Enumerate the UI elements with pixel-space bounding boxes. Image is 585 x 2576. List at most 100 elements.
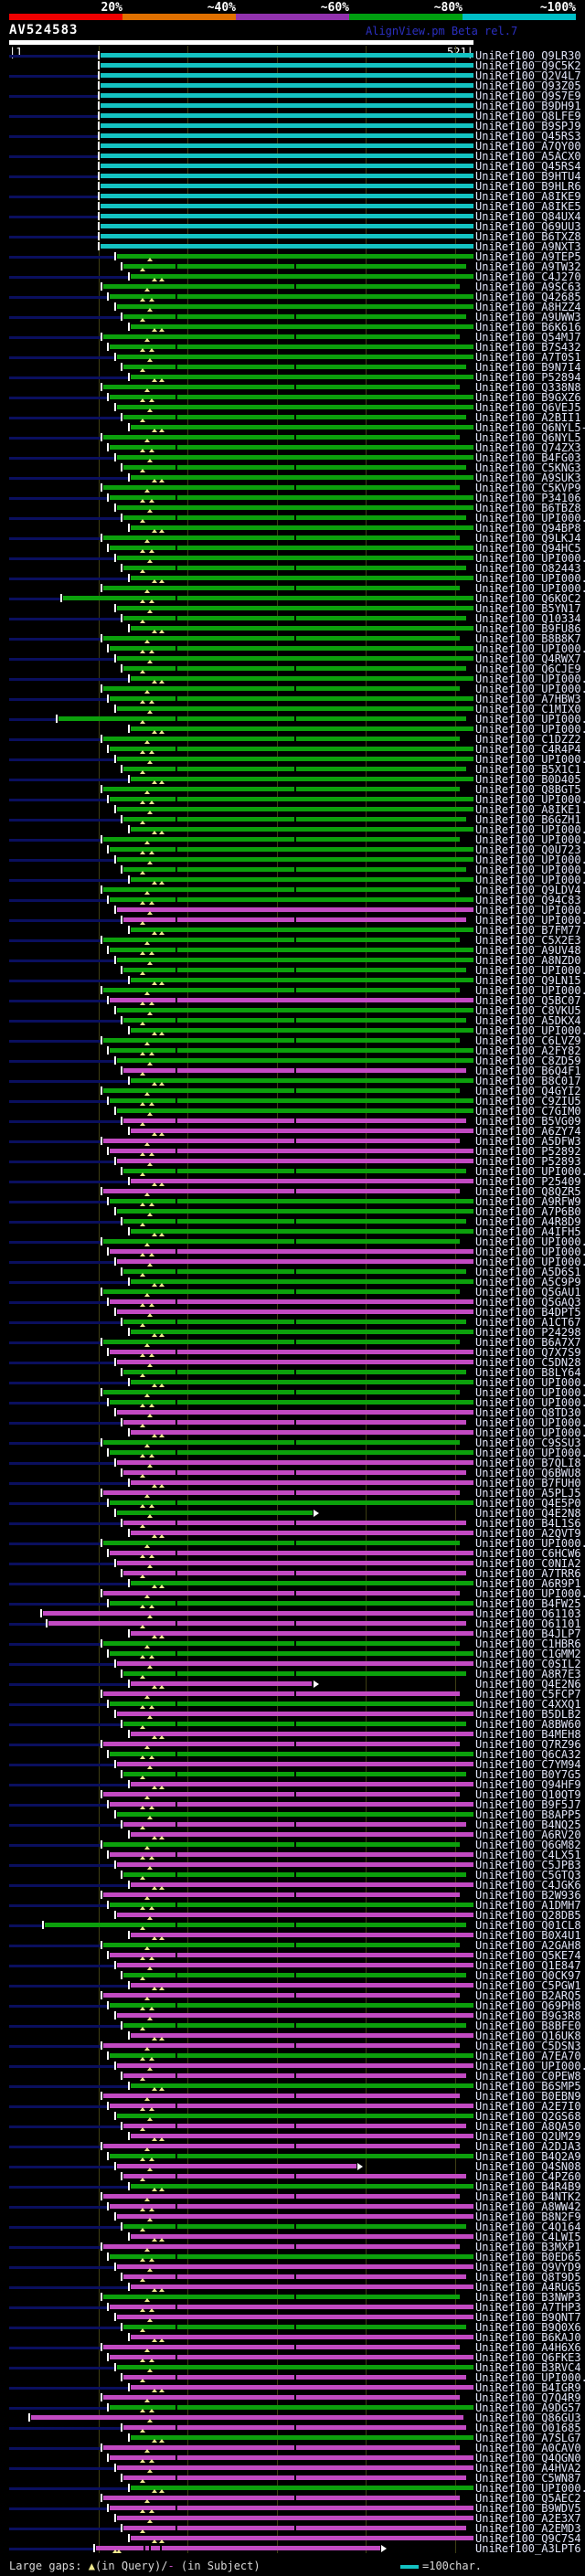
subject-label[interactable]: UniRef100_B9G3R8 xyxy=(475,2009,581,2022)
alignment-bar[interactable] xyxy=(117,1762,473,1766)
subject-label[interactable]: UniRef100_Q6FKE3 xyxy=(475,2351,581,2364)
alignment-bar[interactable] xyxy=(103,385,461,389)
alignment-bar[interactable] xyxy=(117,1309,473,1314)
subject-label[interactable]: UniRef100_Q5KE74 xyxy=(475,1949,581,1962)
alignment-bar[interactable] xyxy=(117,2063,473,2068)
alignment-bar[interactable] xyxy=(117,907,473,912)
subject-label[interactable]: UniRef100_B7S432 xyxy=(475,341,581,354)
subject-label[interactable]: UniRef100_Q9LKJ4 xyxy=(475,532,581,545)
subject-label[interactable]: UniRef100_B3NWP3 xyxy=(475,2291,581,2304)
subject-label[interactable]: UniRef100_B5X1C1 xyxy=(475,763,581,776)
alignment-bar[interactable] xyxy=(117,2114,473,2118)
subject-label[interactable]: UniRef100_A8BW60 xyxy=(475,1718,581,1731)
subject-label[interactable]: UniRef100_Q01CL8 xyxy=(475,1919,581,1932)
subject-label[interactable]: UniRef100_UPI000.. xyxy=(475,864,585,876)
subject-label[interactable]: UniRef100_B6K616 xyxy=(475,321,581,334)
subject-label[interactable]: UniRef100_UPI000.. xyxy=(475,552,585,565)
subject-label[interactable]: UniRef100_C5KNG3 xyxy=(475,461,581,474)
alignment-bar[interactable] xyxy=(101,83,473,88)
alignment-bar[interactable] xyxy=(117,2315,473,2319)
subject-label[interactable]: UniRef100_A5D6S1 xyxy=(475,1266,581,1278)
subject-label[interactable]: UniRef100_B9HTU4 xyxy=(475,170,581,183)
subject-label[interactable]: UniRef100_B4Q2A9 xyxy=(475,2150,581,2163)
alignment-bar[interactable] xyxy=(110,948,473,952)
alignment-bar[interactable] xyxy=(130,1078,473,1083)
alignment-bar[interactable] xyxy=(101,214,473,218)
subject-label[interactable]: UniRef100_Q74ZX3 xyxy=(475,441,581,454)
subject-label[interactable]: UniRef100_A4IFH5 xyxy=(475,1225,581,1238)
alignment-bar[interactable] xyxy=(117,2465,473,2470)
alignment-bar[interactable] xyxy=(122,1521,467,1525)
alignment-bar[interactable] xyxy=(101,73,473,78)
subject-label[interactable]: UniRef100_B0X4U1 xyxy=(475,1929,581,1942)
alignment-bar[interactable] xyxy=(130,525,473,530)
subject-label[interactable]: UniRef100_C5DSN3 xyxy=(475,2040,581,2052)
subject-label[interactable]: UniRef100_C4R4P4 xyxy=(475,743,581,756)
alignment-bar[interactable] xyxy=(110,2305,473,2309)
subject-label[interactable]: UniRef100_A9UV48 xyxy=(475,944,581,957)
subject-label[interactable]: UniRef100_A5ACX0 xyxy=(475,150,581,163)
subject-label[interactable]: UniRef100_B9WDV5 xyxy=(475,2502,581,2515)
alignment-bar[interactable] xyxy=(101,154,473,158)
subject-label[interactable]: UniRef100_Q94C83 xyxy=(475,894,581,906)
alignment-bar[interactable] xyxy=(103,1742,461,1746)
alignment-bar[interactable] xyxy=(103,334,461,339)
alignment-bar[interactable] xyxy=(122,1320,467,1324)
alignment-bar[interactable] xyxy=(110,747,473,751)
alignment-bar[interactable] xyxy=(130,1882,473,1887)
subject-label[interactable]: UniRef100_UPI000.. xyxy=(475,793,585,806)
alignment-bar[interactable] xyxy=(122,1068,467,1073)
alignment-bar[interactable] xyxy=(130,1631,473,1636)
subject-label[interactable]: UniRef100_UPI000.. xyxy=(475,1256,585,1268)
subject-label[interactable]: UniRef100_B6KAJ0 xyxy=(475,2331,581,2344)
alignment-bar[interactable] xyxy=(103,1591,461,1595)
alignment-bar[interactable] xyxy=(122,917,467,922)
alignment-bar[interactable] xyxy=(117,304,473,309)
subject-label[interactable]: UniRef100_Q6VEJ5 xyxy=(475,401,581,414)
subject-label[interactable]: UniRef100_UPI000.. xyxy=(475,2482,585,2495)
alignment-bar[interactable] xyxy=(117,606,473,610)
alignment-bar[interactable] xyxy=(117,1259,473,1264)
alignment-bar[interactable] xyxy=(122,2475,467,2480)
subject-label[interactable]: UniRef100_Q7X7S9 xyxy=(475,1346,581,1359)
subject-label[interactable]: UniRef100_A5C9P9 xyxy=(475,1276,581,1288)
subject-label[interactable]: UniRef100_B7FM77 xyxy=(475,924,581,937)
subject-label[interactable]: UniRef100_UPI000.. xyxy=(475,2371,585,2384)
subject-label[interactable]: UniRef100_C5KVP9 xyxy=(475,482,581,494)
subject-label[interactable]: UniRef100_Q8BGT5 xyxy=(475,783,581,796)
alignment-bar[interactable] xyxy=(110,1450,473,1455)
subject-label[interactable]: UniRef100_C5DN28 xyxy=(475,1356,581,1369)
alignment-bar[interactable] xyxy=(103,737,461,741)
alignment-bar[interactable] xyxy=(117,505,473,510)
subject-label[interactable]: UniRef100_A9UWW3 xyxy=(475,311,581,323)
alignment-bar[interactable] xyxy=(122,515,467,520)
alignment-bar[interactable] xyxy=(110,1098,473,1103)
alignment-bar[interactable] xyxy=(117,455,473,460)
subject-label[interactable]: UniRef100_B4NTK2 xyxy=(475,2190,581,2203)
subject-label[interactable]: UniRef100_A9SUK3 xyxy=(475,472,581,484)
alignment-bar[interactable] xyxy=(130,274,473,279)
subject-label[interactable]: UniRef100_A6RV20 xyxy=(475,1829,581,1841)
alignment-bar[interactable] xyxy=(103,1289,461,1294)
alignment-bar[interactable] xyxy=(101,123,473,128)
subject-label[interactable]: UniRef100_UPI000.. xyxy=(475,874,585,886)
alignment-bar[interactable] xyxy=(110,1651,473,1656)
subject-label[interactable]: UniRef100_A2FY82 xyxy=(475,1044,581,1057)
subject-label[interactable]: UniRef100_B8C017 xyxy=(475,1075,581,1087)
alignment-bar[interactable] xyxy=(101,103,473,108)
alignment-bar[interactable] xyxy=(117,1862,473,1867)
alignment-bar[interactable] xyxy=(117,1108,473,1113)
subject-label[interactable]: UniRef100_A4H6X6 xyxy=(475,2341,581,2354)
alignment-bar[interactable] xyxy=(130,2435,473,2440)
alignment-bar[interactable] xyxy=(110,1701,473,1706)
alignment-bar[interactable] xyxy=(122,2425,467,2430)
alignment-bar[interactable] xyxy=(110,1350,473,1354)
alignment-bar[interactable] xyxy=(110,2455,473,2460)
alignment-bar[interactable] xyxy=(122,2224,467,2229)
subject-label[interactable]: UniRef100_UPI000.. xyxy=(475,582,585,595)
subject-label[interactable]: UniRef100_A1CT67 xyxy=(475,1316,581,1329)
alignment-bar[interactable] xyxy=(117,254,473,259)
alignment-bar[interactable] xyxy=(117,2264,473,2269)
subject-label[interactable]: UniRef100_O82443 xyxy=(475,562,581,575)
alignment-bar[interactable] xyxy=(117,757,473,761)
